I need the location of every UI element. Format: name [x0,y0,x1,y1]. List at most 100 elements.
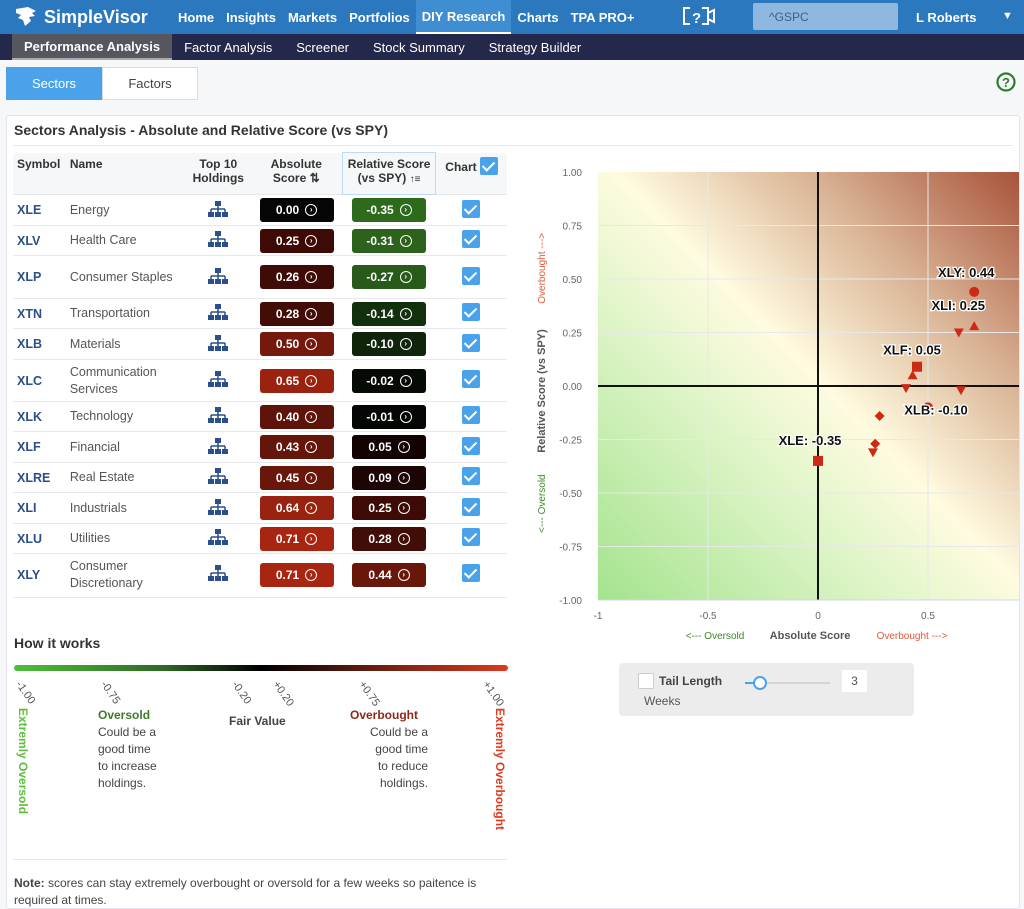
symbol-link[interactable]: XLU [17,531,42,546]
relative-score-badge[interactable]: 0.28 › [352,526,427,551]
symbol-link[interactable]: XLB [17,337,42,351]
col-symbol[interactable]: Symbol [13,152,66,195]
tail-length-value[interactable]: 3 [842,670,867,692]
hierarchy-icon[interactable] [208,200,229,220]
chart-toggle-checkbox[interactable] [462,370,481,388]
subnav-stock-summary[interactable]: Stock Summary [373,39,465,55]
absolute-score-badge[interactable]: 0.65 › [259,368,334,393]
marker-xtn[interactable] [874,410,885,421]
chart-all-checkbox[interactable] [479,156,498,175]
nav-markets[interactable]: Markets [287,9,338,25]
chart-toggle-checkbox[interactable] [462,436,481,455]
nav-tpa-pro[interactable]: TPA PRO+ [570,9,635,25]
symbol-link[interactable]: XLP [17,270,42,284]
relative-score-badge[interactable]: -0.31 › [352,228,427,253]
hierarchy-icon[interactable] [208,267,229,287]
relative-score-badge[interactable]: -0.35 › [352,198,427,222]
symbol-link[interactable]: XTN [17,306,42,321]
chart-toggle-checkbox[interactable] [462,303,481,321]
absolute-score-badge[interactable]: 0.64 › [259,496,334,520]
absolute-score-badge[interactable]: 0.45 › [259,465,334,490]
symbol-link[interactable]: XLE [17,203,42,217]
relative-score-badge[interactable]: -0.10 › [352,332,427,356]
hierarchy-icon[interactable] [208,468,229,487]
subnav-factor-analysis[interactable]: Factor Analysis [184,39,273,55]
nav-charts[interactable]: Charts [517,9,559,25]
hierarchy-icon[interactable] [208,334,229,354]
nav-diy-research[interactable]: DIY Research [415,0,512,34]
subnav-strategy-builder[interactable]: Strategy Builder [488,39,582,55]
tab-factors[interactable]: Factors [102,67,198,100]
absolute-score-badge[interactable]: 0.26 › [259,265,334,289]
relative-score-badge[interactable]: 0.05 › [352,435,427,459]
hierarchy-icon[interactable] [208,529,229,548]
absolute-score-badge[interactable]: 0.43 › [259,435,334,459]
relative-score-badge[interactable]: 0.25 › [352,496,427,520]
marker-xlf[interactable] [912,361,922,372]
tail-length-slider[interactable] [745,676,830,690]
marker-xlu[interactable] [953,328,964,338]
relative-score-badge[interactable]: -0.01 › [352,404,427,429]
absolute-score-badge[interactable]: 0.25 › [259,228,334,253]
sort-asc-icon[interactable]: ↑≡ [409,174,421,185]
marker-xlb[interactable] [923,402,933,413]
relative-score-badge[interactable]: -0.02 › [352,368,427,393]
subnav-performance-analysis[interactable]: Performance Analysis [12,34,173,60]
hierarchy-icon[interactable] [208,371,229,390]
relative-score-badge[interactable]: -0.14 › [352,301,427,326]
marker-xly[interactable] [969,286,980,297]
chart-toggle-checkbox[interactable] [462,497,481,516]
hierarchy-icon[interactable] [208,437,229,457]
nav-insights[interactable]: Insights [226,9,276,25]
absolute-score-badge[interactable]: 0.40 › [259,404,334,429]
col-name[interactable]: Name [65,152,186,195]
symbol-link[interactable]: XLF [17,440,41,454]
chart-toggle-checkbox[interactable] [462,528,481,546]
video-help-icon[interactable]: ? [682,6,716,33]
tail-length-checkbox[interactable] [638,673,654,689]
marker-xle[interactable] [813,455,823,466]
col-relative-score[interactable]: Relative Score (vs SPY) ↑≡ [341,152,437,195]
chart-toggle-checkbox[interactable] [462,467,481,485]
col-absolute-score[interactable]: Absolute Score ⇅ [250,152,343,195]
marker-xli[interactable] [969,321,980,331]
chart-toggle-checkbox[interactable] [462,564,481,583]
absolute-score-badge[interactable]: 0.71 › [259,526,334,551]
hierarchy-icon[interactable] [208,498,229,518]
relative-score-badge[interactable]: 0.44 › [352,562,427,587]
chart-toggle-checkbox[interactable] [462,406,481,424]
nav-portfolios[interactable]: Portfolios [349,9,410,25]
relative-score-badge[interactable]: 0.09 › [352,465,427,490]
chart-toggle-checkbox[interactable] [462,199,481,218]
symbol-link[interactable]: XLK [17,409,42,424]
absolute-score-badge[interactable]: 0.50 › [259,332,334,356]
relative-score-badge[interactable]: -0.27 › [352,265,427,289]
symbol-search-input[interactable] [753,3,898,30]
marker-xlv[interactable] [868,448,878,458]
symbol-link[interactable]: XLV [17,233,41,248]
marker-xlp[interactable] [870,438,881,449]
slider-handle[interactable] [753,676,767,690]
absolute-score-badge[interactable]: 0.71 › [259,562,334,587]
hierarchy-icon[interactable] [208,231,229,250]
chart-toggle-checkbox[interactable] [462,333,481,352]
sort-icon[interactable]: ⇅ [309,170,320,185]
symbol-link[interactable]: XLI [17,501,37,515]
symbol-link[interactable]: XLRE [17,470,51,485]
absolute-score-badge[interactable]: 0.00 › [259,198,334,222]
hierarchy-icon[interactable] [208,407,229,426]
subnav-screener[interactable]: Screener [296,39,349,55]
marker-xlc[interactable] [956,386,966,396]
chart-toggle-checkbox[interactable] [462,266,481,285]
user-menu[interactable]: L Roberts [916,9,977,25]
hierarchy-icon[interactable] [208,565,229,584]
brand-logo[interactable]: SimpleVisor [14,6,172,28]
marker-xlk[interactable] [901,384,911,394]
absolute-score-badge[interactable]: 0.28 › [259,301,334,326]
symbol-link[interactable]: XLC [17,373,42,388]
help-icon[interactable]: ? [996,72,1016,97]
chevron-down-icon[interactable]: ▼ [1002,10,1013,22]
nav-home[interactable]: Home [178,9,215,25]
tab-sectors[interactable]: Sectors [6,67,102,100]
hierarchy-icon[interactable] [208,304,229,323]
